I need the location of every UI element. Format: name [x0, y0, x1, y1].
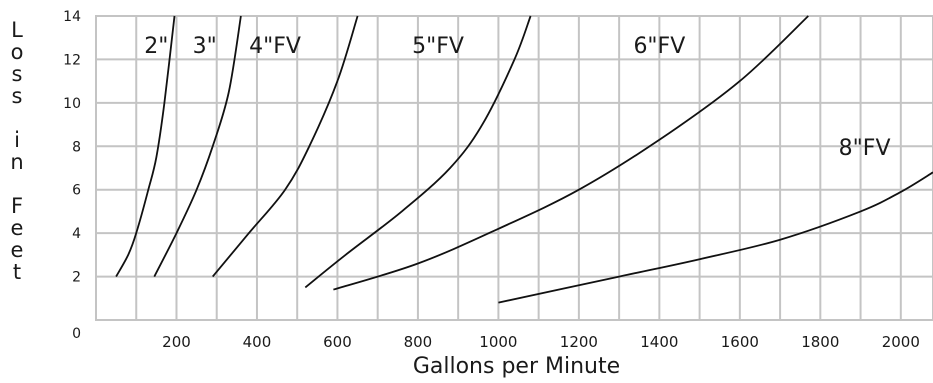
y-axis-title-letter: i: [14, 128, 20, 152]
x-tick-label: 1600: [721, 333, 759, 351]
series-label: 5"FV: [412, 34, 464, 59]
series-line: [153, 15, 242, 278]
x-tick-label: 400: [243, 333, 272, 351]
x-tick-label: 1800: [801, 333, 839, 351]
series-label: 6"FV: [633, 34, 685, 59]
y-axis-ticks: 0 2 4 6 8 10 12 14: [63, 9, 81, 342]
series-labels: 2" 3" 4"FV 5"FV 6"FV 8"FV: [144, 34, 890, 161]
y-axis-title-letter: t: [12, 260, 22, 284]
x-tick-label: 1000: [479, 333, 517, 351]
series-lines: [115, 15, 933, 304]
series-label: 4"FV: [249, 34, 301, 59]
y-axis-title-letter: s: [11, 62, 23, 86]
y-axis-title-letter: o: [10, 40, 24, 64]
x-tick-label: 600: [323, 333, 352, 351]
series-label: 3": [193, 34, 217, 59]
y-tick-label: 8: [72, 139, 81, 155]
y-tick-label: 4: [72, 226, 81, 242]
y-tick-label: 12: [63, 52, 81, 68]
y-axis-title-letter: F: [10, 194, 24, 218]
y-axis-title-letter: L: [11, 18, 23, 42]
y-axis-title-letter: n: [10, 150, 24, 174]
x-axis-ticks: 200 400 600 800 1000 1200 1400 1600 1800 2000: [162, 333, 920, 351]
series-line: [212, 15, 359, 278]
series-label: 8"FV: [839, 136, 891, 161]
y-axis-title-letter: e: [10, 238, 24, 262]
series-line: [333, 15, 809, 291]
y-tick-label: 0: [72, 326, 81, 342]
series-line: [498, 171, 933, 304]
grid: [95, 15, 933, 321]
plot-frame: [95, 15, 933, 321]
series-line: [304, 15, 532, 289]
series-label: 2": [144, 34, 168, 59]
x-tick-label: 1400: [640, 333, 678, 351]
y-tick-label: 2: [72, 270, 81, 286]
y-axis-title-letter: e: [10, 216, 24, 240]
x-tick-label: 1200: [560, 333, 598, 351]
y-tick-label: 10: [63, 96, 81, 112]
series-line: [115, 15, 176, 278]
x-tick-label: 2000: [882, 333, 920, 351]
x-tick-label: 800: [404, 333, 433, 351]
y-tick-label: 6: [72, 183, 81, 199]
y-axis-title-letter: s: [11, 84, 23, 108]
x-tick-label: 200: [162, 333, 191, 351]
x-axis-title: Gallons per Minute: [412, 354, 621, 379]
y-tick-label: 14: [63, 9, 81, 25]
